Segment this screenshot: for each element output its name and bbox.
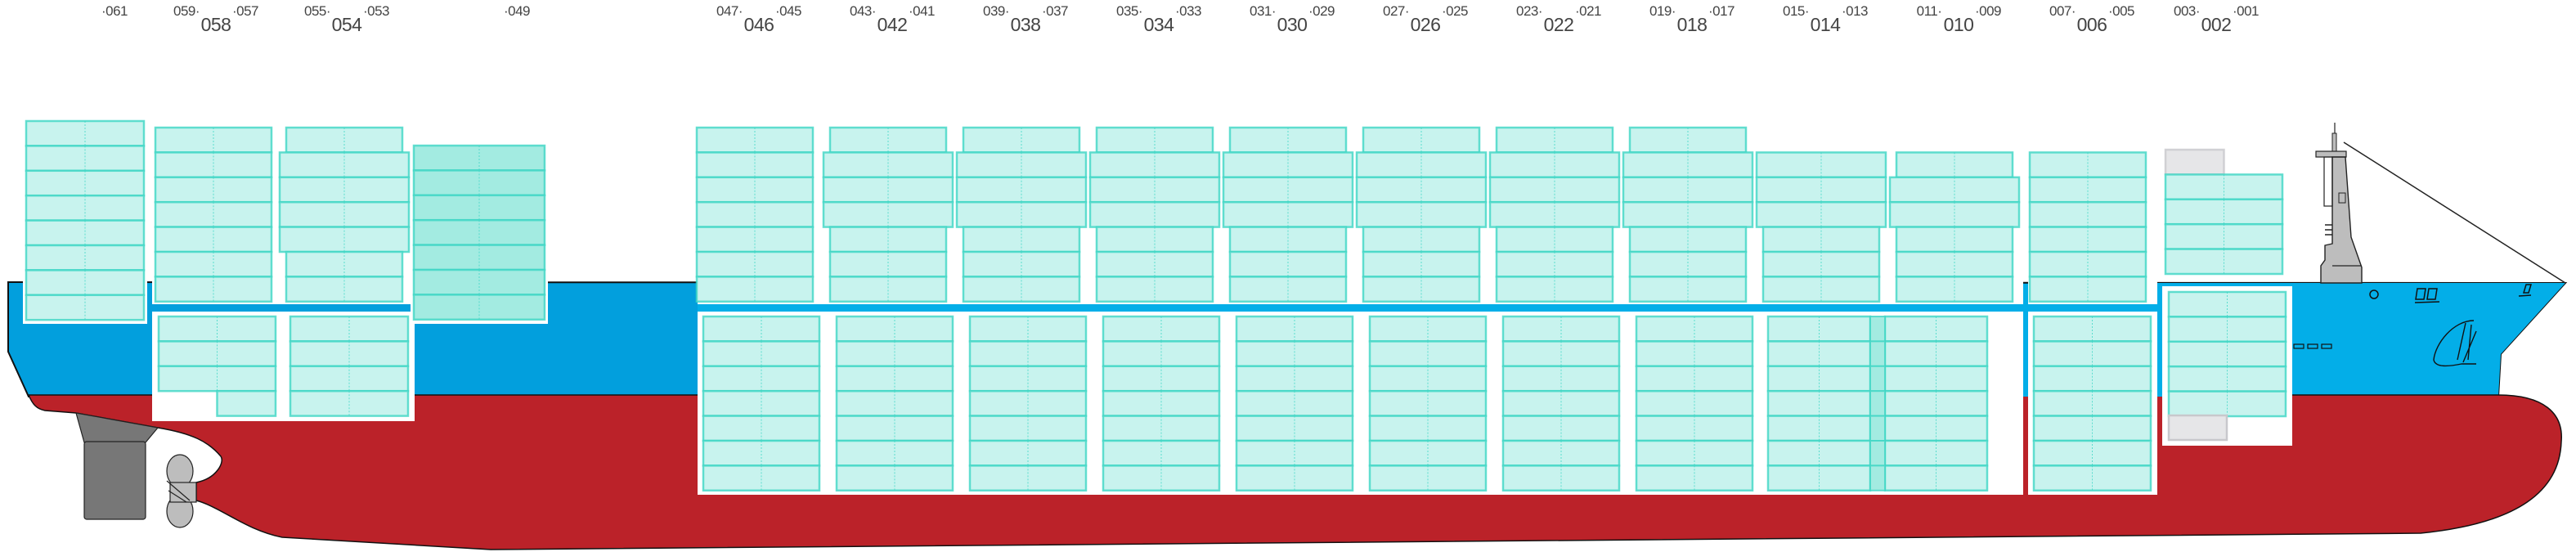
hull-port-marking [2293, 343, 2304, 349]
hold-bulkhead [2157, 397, 2163, 495]
container-dark-strip [1869, 365, 1886, 393]
bay-label-fore: 043· [850, 3, 876, 19]
bay-label-aft: ·001 [2233, 3, 2259, 19]
bay-label-aft: ·041 [909, 3, 935, 19]
bay-label-aft: ·005 [2108, 3, 2134, 19]
bay-label: 054 [332, 14, 363, 35]
bay-label: 034 [1144, 14, 1175, 35]
bay-label: 002 [2201, 14, 2232, 35]
bay-label: 010 [1944, 14, 1974, 35]
mast-railing [2325, 224, 2332, 236]
empty-slot [2167, 414, 2228, 442]
bay-label-fore: 047· [716, 3, 743, 19]
propeller-blade-edge [166, 480, 191, 503]
mast-top [2331, 132, 2337, 154]
bay-label: 026 [1411, 14, 1441, 35]
anchor-icon [2433, 320, 2477, 367]
container-dark-strip [1869, 390, 1886, 417]
hold-bulkhead [2157, 284, 2163, 397]
hold-bulkhead [2023, 284, 2028, 397]
bay-label: 014 [1811, 14, 1842, 35]
bay-label: 042 [877, 14, 908, 35]
bay-label: 006 [2077, 14, 2107, 35]
hull-port-marking [2321, 343, 2332, 349]
draft-mark-icon [2369, 289, 2379, 299]
bay-label-aft: ·017 [1708, 3, 1735, 19]
foremast [2320, 156, 2363, 284]
bay-label-aft: ·045 [775, 3, 801, 19]
hold-bulkhead [2023, 397, 2028, 495]
rudder-blade [83, 441, 146, 520]
forestay-line [2343, 141, 2566, 284]
bay-label-fore: 007· [2049, 3, 2076, 19]
bay-label-single: ·049 [504, 3, 530, 19]
bay-label-fore: 003· [2174, 3, 2200, 19]
container-dark-strip [1869, 415, 1886, 442]
bow-superstructure [2293, 123, 2566, 367]
mast-crossbar [2315, 150, 2347, 158]
bay-label: 046 [744, 14, 774, 35]
bay-label-aft: ·029 [1308, 3, 1335, 19]
container-dark-strip [1869, 464, 1886, 491]
bay-label-aft: ·037 [1042, 3, 1068, 19]
hatch-coaming [152, 304, 415, 312]
hatch-coaming [698, 304, 2163, 312]
bay-label-aft: ·013 [1842, 3, 1868, 19]
bay-label-single: ·061 [101, 3, 128, 19]
bay-label: 038 [1011, 14, 1041, 35]
bay-label-fore: 019· [1649, 3, 1676, 19]
container-dark-strip [1869, 316, 1886, 343]
bay-label-fore: 027· [1383, 3, 1409, 19]
mast-light [2338, 192, 2346, 204]
bay-label-fore: 035· [1116, 3, 1142, 19]
hull-marking-icon [2518, 284, 2533, 297]
container-dark-strip [1869, 340, 1886, 367]
hull-marking-icon [2414, 288, 2440, 303]
hull-port-marking [2307, 343, 2318, 349]
bay-label-fore: 015· [1783, 3, 1809, 19]
propeller-hub [169, 482, 197, 503]
bay-label: 030 [1277, 14, 1308, 35]
bay-label-fore: 055· [304, 3, 330, 19]
container [216, 389, 277, 417]
bay-label-fore: 059· [173, 3, 200, 19]
container-dark-strip [1869, 440, 1886, 467]
bay-label-aft: ·057 [232, 3, 258, 19]
bay-label-aft: ·021 [1575, 3, 1601, 19]
bay-label-aft: ·053 [363, 3, 389, 19]
bay-label-aft: ·009 [1975, 3, 2001, 19]
bay-label: 018 [1677, 14, 1708, 35]
bay-label-aft: ·025 [1442, 3, 1468, 19]
bay-label: 022 [1544, 14, 1574, 35]
bay-label-aft: ·033 [1175, 3, 1201, 19]
bay-label-fore: 031· [1250, 3, 1276, 19]
bay-label-fore: 011· [1917, 3, 1942, 19]
empty-slot [2164, 148, 2225, 176]
containers [25, 119, 2287, 492]
bay-label: 058 [201, 14, 231, 35]
bay-label-fore: 023· [1516, 3, 1542, 19]
bay-label-fore: 039· [983, 3, 1009, 19]
mast-ladder [2323, 156, 2333, 207]
